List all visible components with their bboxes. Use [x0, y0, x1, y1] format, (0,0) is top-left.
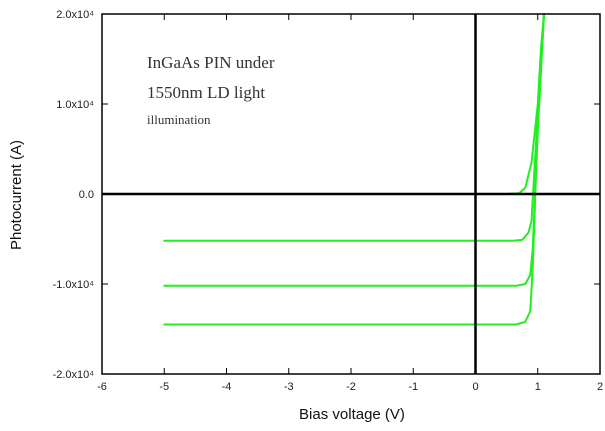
- y-tick-label: 0.0: [79, 189, 94, 201]
- x-axis-label: Bias voltage (V): [299, 406, 405, 423]
- x-tick-label: -1: [408, 381, 418, 393]
- y-tick-label: -1.0x10⁴: [53, 279, 95, 291]
- annotation-line-3: illumination: [147, 112, 211, 127]
- series-line-4: [163, 13, 545, 326]
- x-tick-label: -5: [159, 381, 169, 393]
- annotation-line-1: InGaAs PIN under: [147, 53, 275, 72]
- x-tick-label: -6: [97, 381, 107, 393]
- plot-frame: [101, 13, 601, 375]
- y-tick-label: 2.0x10⁴: [56, 9, 94, 21]
- x-tick-label: 1: [535, 381, 541, 393]
- x-tick-label: 0: [472, 381, 478, 393]
- annotation-line-2: 1550nm LD light: [147, 83, 265, 102]
- y-tick-label: 1.0x10⁴: [56, 99, 94, 111]
- x-axis-ticks: -6 -5 -4 -3 -2 -1 0 1 2: [97, 14, 603, 393]
- x-tick-label: -3: [284, 381, 294, 393]
- y-tick-label: -2.0x10⁴: [53, 369, 95, 381]
- y-axis-label: Photocurrent (A): [8, 140, 25, 250]
- series-line-2: [163, 13, 545, 242]
- zero-lines: [102, 14, 600, 374]
- x-tick-label: -4: [222, 381, 232, 393]
- x-tick-label: 2: [597, 381, 603, 393]
- x-tick-label: -2: [346, 381, 356, 393]
- series-line-1: [163, 13, 545, 195]
